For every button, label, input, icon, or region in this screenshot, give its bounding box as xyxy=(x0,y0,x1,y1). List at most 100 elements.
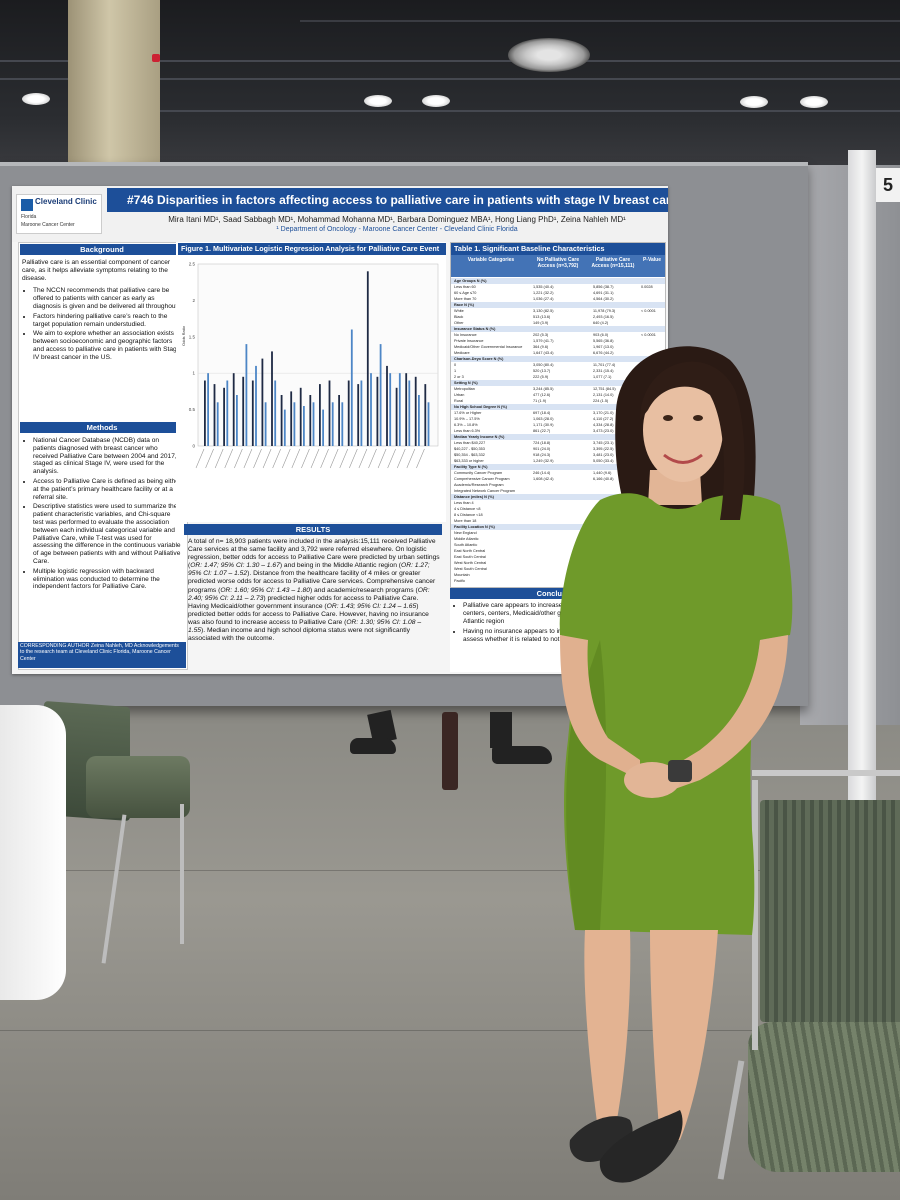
table-cell: < 0.0001 xyxy=(641,309,656,313)
table-row: Medicare 1,647 (43.4) 6,676 (44.2) xyxy=(451,350,665,356)
logo-name: Cleveland Clinic xyxy=(35,197,97,206)
table-cell: 5,565 (36.8) xyxy=(593,339,614,343)
table-row: 2 or 3 222 (5.9) 1,077 (7.1) xyxy=(451,374,665,380)
table-row: Pacific xyxy=(451,578,665,584)
booth-number: 5 xyxy=(876,168,900,202)
x-category-mark xyxy=(195,448,205,469)
table-cell: 513 (13.6) xyxy=(533,315,551,319)
odds-ratio-bar xyxy=(283,409,286,446)
table-cell: Community Cancer Program xyxy=(454,471,503,475)
odds-ratio-bar xyxy=(370,373,372,446)
table-row: Academic/Research Program xyxy=(451,482,665,488)
left-chair xyxy=(40,700,200,974)
odds-ratio-bar xyxy=(204,380,206,446)
odds-ratio-bar xyxy=(360,380,363,446)
odds-ratio-bar xyxy=(398,373,401,446)
table-cell: 364 (9.6) xyxy=(533,345,549,349)
table-cell: < 0.0001 xyxy=(641,333,656,337)
table-cell: 2 or 3 xyxy=(454,375,464,379)
table-row: No High School Degree N (%) xyxy=(451,404,665,410)
odds-ratio-bar xyxy=(242,376,245,446)
table-cell: 6,676 (44.2) xyxy=(593,351,614,355)
x-category-mark xyxy=(243,448,253,469)
x-category-mark xyxy=(416,448,425,469)
list-item: Factors hindering palliative care’s reac… xyxy=(33,313,182,329)
table-row: More than 70 1,036 (27.4) 4,564 (30.2) xyxy=(451,296,665,302)
table-cell: 697 (18.4) xyxy=(533,411,551,415)
odds-ratio-bar xyxy=(331,402,334,446)
table-cell: Less than 6.3% xyxy=(454,429,481,433)
table-cell: Facility Type N (%) xyxy=(454,465,488,469)
list-item: National Cancer Database (NCDB) data on … xyxy=(33,437,182,476)
odds-ratio-bar xyxy=(213,384,216,446)
table-row: Charlson-Deyo Score N (%) xyxy=(451,356,665,362)
floor-seam xyxy=(0,870,900,871)
table-row: South Atlantic xyxy=(451,542,665,548)
table-cell: 520 (13.7) xyxy=(533,369,551,373)
passerby-legs xyxy=(350,709,560,782)
table-cell: 11,701 (77.4) xyxy=(593,363,616,367)
table-cell: 903 (6.0) xyxy=(593,333,609,337)
chair-seat xyxy=(86,756,190,818)
odds-ratio-bar xyxy=(376,376,379,446)
table-cell: 8 ≤ Distance <18 xyxy=(454,513,483,517)
y-tick-label: 0 xyxy=(192,444,195,449)
table-cell: 4,110 (27.2) xyxy=(593,417,614,421)
table-cell: Comprehensive Cancer Program xyxy=(454,477,510,481)
table-cell: Black xyxy=(454,315,464,319)
table-cell: 1,036 (27.4) xyxy=(533,297,554,301)
table-row: Race N (%) xyxy=(451,302,665,308)
odds-ratio-bar xyxy=(303,406,305,446)
table-cell: 2,493 (16.5) xyxy=(593,315,614,319)
table-cell: 1,967 (13.0) xyxy=(593,345,614,349)
table-cell: Age Groups N (%) xyxy=(454,279,487,283)
table-cell: White xyxy=(454,309,464,313)
odds-ratio-text: OR: 1.27; 95% CI: 1.07 – 1.52 xyxy=(188,562,430,578)
table-cell: 4,564 (30.2) xyxy=(593,297,614,301)
table-cell: Facility Location N (%) xyxy=(454,525,495,529)
table-cell: 6,166 (40.8) xyxy=(593,477,614,481)
odds-ratio-bar xyxy=(245,344,248,446)
odds-ratio-bar xyxy=(322,409,324,446)
passerby-shoe xyxy=(350,738,396,754)
table-cell: East South Central xyxy=(454,555,486,559)
table-row: Less than $40,227 724 (18.8) 3,745 (23.1) xyxy=(451,440,665,446)
table-row: 1 520 (13.7) 2,331 (15.4) xyxy=(451,368,665,374)
table-cell: 1,171 (30.9) xyxy=(533,423,554,427)
list-item: Access to Palliative Care is defined as … xyxy=(33,478,182,501)
table-cell: Metropolitan xyxy=(454,387,475,391)
results-sentence: ) predicted higher odds for access to Pa… xyxy=(188,594,419,610)
table-cell: Pacific xyxy=(454,579,466,583)
table-cell: 640 (4.2) xyxy=(593,321,609,325)
y-tick-label: 2 xyxy=(192,298,195,303)
table-cell: 3,050 (80.4) xyxy=(533,363,554,367)
table-row: Black 513 (13.6) 2,493 (16.5) xyxy=(451,314,665,320)
chair-leg xyxy=(101,814,127,964)
odds-ratio-bar xyxy=(386,365,388,446)
table-cell: Distance (miles) N (%) xyxy=(454,495,494,499)
ceiling-truss xyxy=(300,20,900,22)
conclusion-panel: Conclusion Palliative care appears to in… xyxy=(450,588,664,672)
table-cell: $50,354 - $63,332 xyxy=(454,453,485,457)
table-cell: No Insurance xyxy=(454,333,477,337)
x-category-mark xyxy=(272,448,281,469)
poster-title: #746 Disparities in factors affecting ac… xyxy=(107,188,668,212)
table-row: West South Central xyxy=(451,566,665,572)
table-cell: 71 (1.9) xyxy=(533,399,547,403)
left-column xyxy=(18,242,188,670)
odds-ratio-bar xyxy=(312,402,315,446)
table-header-cell: Palliative Care Access (n=15,111) xyxy=(591,257,635,269)
table-cell: 202 (5.3) xyxy=(533,333,549,337)
table-row: Metropolitan 3,244 (85.5) 12,751 (84.5) xyxy=(451,386,665,392)
table-cell: 2,131 (14.0) xyxy=(593,393,614,397)
table-row: 6.3% – 10.8% 1,171 (30.9) 4,334 (28.8) xyxy=(451,422,665,428)
table-row: Comprehensive Cancer Program 1,608 (42.4)… xyxy=(451,476,665,482)
table-cell: West North Central xyxy=(454,561,487,565)
background-bullets: The NCCN recommends that palliative care… xyxy=(22,287,182,361)
table-cell: 1,249 (32.9) xyxy=(533,459,554,463)
odds-ratio-bar xyxy=(395,387,398,446)
x-category-mark xyxy=(253,448,262,469)
results-heading: RESULTS xyxy=(184,524,442,535)
odds-ratio-chart: Odds Ratio 0 0.5 1 1.5 2 2.5 xyxy=(181,262,439,469)
results-sentence: ) predicted better odds for access to Pa… xyxy=(188,602,429,626)
